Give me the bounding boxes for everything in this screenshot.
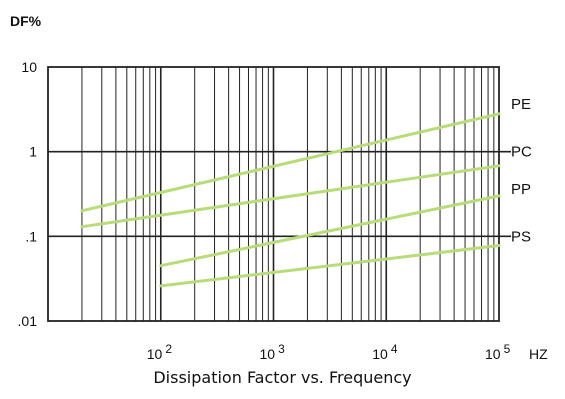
y-tick-label: 10 [21,59,37,75]
series-labels: PE PC PP PS [511,96,532,246]
x-axis-label: HZ [529,346,548,362]
series-line-ps [159,244,501,288]
y-tick-label: 1 [29,144,37,160]
series-line-pe [80,112,501,213]
x-tick-label: 10 5 [485,342,511,362]
y-axis-label: DF% [10,13,42,29]
grid [47,66,511,322]
x-tick-label: 10 2 [147,342,173,362]
chart-title: Dissipation Factor vs. Frequency [153,368,412,387]
series-label-ps: PS [511,228,531,245]
y-tick-label: .1 [25,228,37,244]
x-tick-label: 10 3 [260,342,286,362]
plot-frame [47,66,500,322]
series-line-pp [159,194,501,268]
series-label-pc: PC [511,144,532,161]
series-label-pe: PE [511,96,531,113]
y-tick-labels: 10 1 .1 .01 [18,59,38,329]
series-lines [80,112,501,288]
series-label-pp: PP [511,181,531,198]
y-tick-label: .01 [18,313,38,329]
x-tick-label: 10 4 [372,342,398,362]
series-line-pc [80,164,501,229]
x-tick-labels: 10 2 10 3 10 4 10 5 [147,342,511,362]
